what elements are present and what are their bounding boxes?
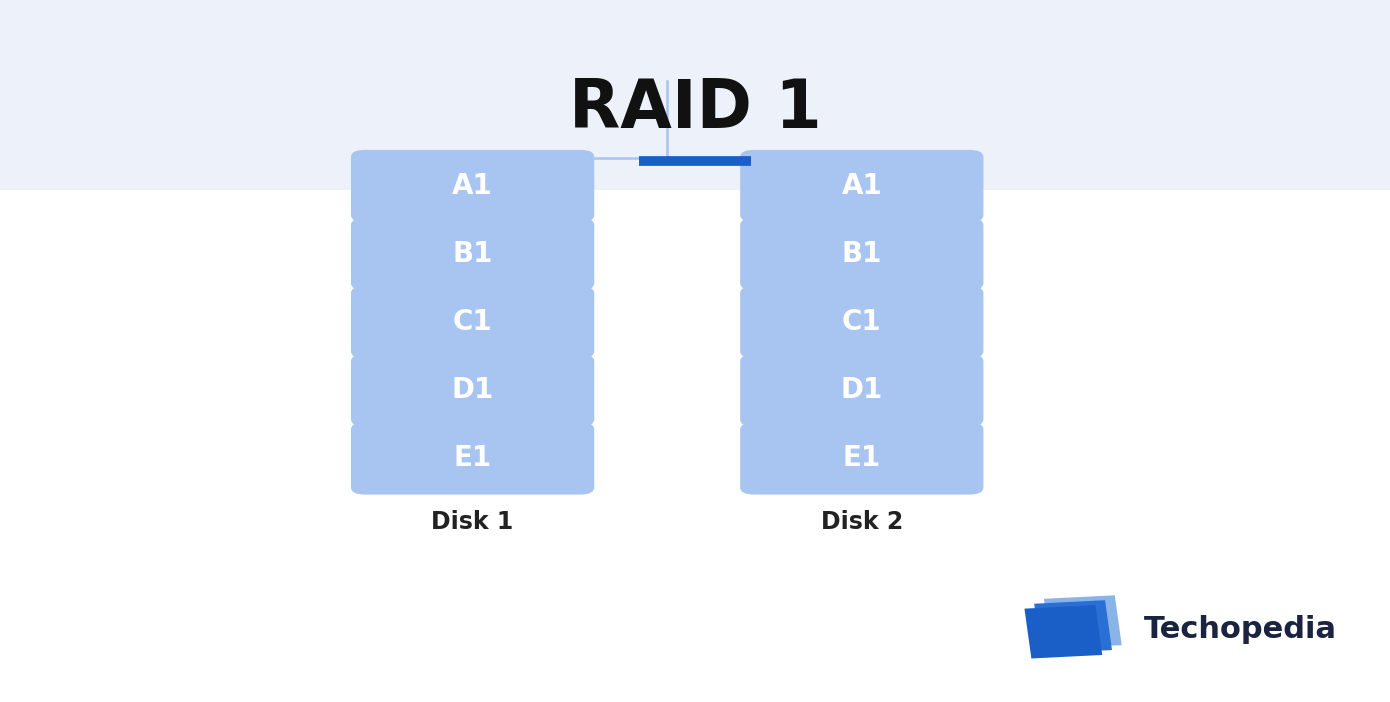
FancyBboxPatch shape: [350, 218, 595, 291]
Text: C1: C1: [842, 308, 881, 336]
Text: Disk 1: Disk 1: [431, 510, 514, 534]
Text: RAID 1: RAID 1: [569, 76, 821, 142]
Polygon shape: [1034, 600, 1112, 654]
FancyBboxPatch shape: [739, 218, 984, 291]
FancyBboxPatch shape: [739, 423, 984, 494]
FancyBboxPatch shape: [739, 355, 984, 427]
FancyBboxPatch shape: [350, 286, 595, 358]
FancyBboxPatch shape: [739, 150, 984, 222]
Text: D1: D1: [452, 376, 493, 404]
Text: A1: A1: [841, 172, 883, 200]
Bar: [0, 190, 1390, 702]
FancyBboxPatch shape: [350, 150, 595, 222]
Text: Techopedia: Techopedia: [1144, 615, 1337, 644]
FancyBboxPatch shape: [739, 286, 984, 358]
Bar: [0, 0, 1390, 190]
Text: B1: B1: [452, 240, 493, 268]
Text: A1: A1: [452, 172, 493, 200]
FancyBboxPatch shape: [350, 423, 595, 494]
Text: C1: C1: [453, 308, 492, 336]
Polygon shape: [1024, 605, 1102, 658]
Text: D1: D1: [841, 376, 883, 404]
Text: E1: E1: [842, 444, 881, 472]
Polygon shape: [1044, 595, 1122, 649]
FancyBboxPatch shape: [350, 355, 595, 427]
Text: E1: E1: [453, 444, 492, 472]
Text: Disk 2: Disk 2: [820, 510, 904, 534]
Text: B1: B1: [841, 240, 883, 268]
